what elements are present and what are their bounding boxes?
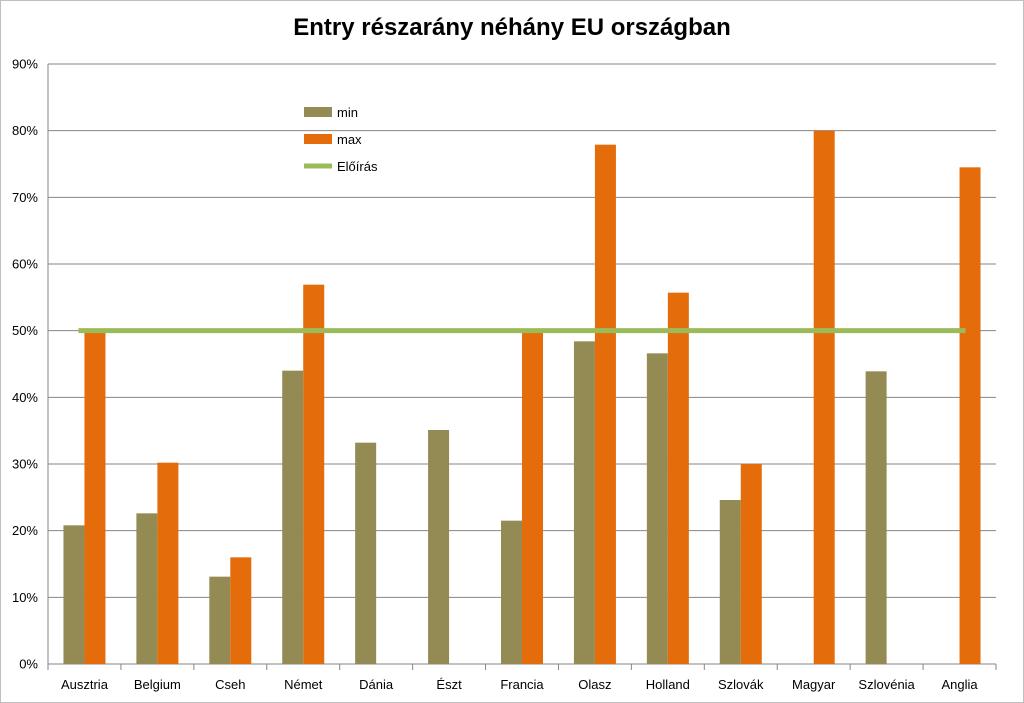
bar-min: [136, 513, 158, 664]
y-tick-label: 10%: [12, 590, 38, 605]
bar-max: [667, 292, 689, 664]
bar-min: [428, 430, 450, 664]
chart-title: Entry részarány néhány EU országban: [293, 14, 731, 41]
bar-min: [865, 371, 887, 664]
bar-max: [230, 557, 252, 664]
bar-max: [157, 462, 179, 664]
y-tick-label: 80%: [12, 123, 38, 138]
y-tick-label: 0%: [19, 657, 38, 672]
legend-label-min: min: [337, 105, 358, 120]
bar-min: [573, 341, 595, 664]
bar-min: [282, 370, 304, 664]
x-tick-label: Észt: [436, 677, 462, 692]
x-tick-label: Anglia: [941, 677, 978, 692]
x-tick-label: Belgium: [134, 677, 181, 692]
y-tick-label: 20%: [12, 523, 38, 538]
x-tick-label: Német: [284, 677, 323, 692]
bar-min: [63, 525, 85, 664]
y-tick-label: 50%: [12, 323, 38, 338]
x-tick-label: Cseh: [215, 677, 245, 692]
y-tick-label: 30%: [12, 457, 38, 472]
bar-max: [740, 464, 762, 664]
x-tick-label: Francia: [500, 677, 544, 692]
bar-max: [959, 167, 981, 665]
bar-max: [303, 284, 325, 664]
x-tick-label: Szlovénia: [858, 677, 915, 692]
bar-max: [84, 330, 106, 664]
x-tick-label: Dánia: [359, 677, 394, 692]
legend-label-max: max: [337, 132, 362, 147]
legend-label-reference: Előírás: [337, 159, 378, 174]
x-tick-label: Holland: [646, 677, 690, 692]
bar-max: [522, 330, 543, 664]
bar-min: [719, 500, 741, 664]
y-tick-label: 90%: [12, 57, 38, 72]
y-tick-label: 40%: [12, 390, 38, 405]
bar-min: [209, 576, 231, 664]
bar-min: [646, 353, 668, 664]
x-tick-label: Ausztria: [61, 677, 109, 692]
bar-min: [501, 520, 522, 664]
bar-max: [594, 144, 616, 664]
bar-max: [813, 130, 835, 664]
x-tick-label: Magyar: [792, 677, 836, 692]
bar-min: [355, 442, 377, 664]
x-tick-label: Olasz: [578, 677, 611, 692]
x-tick-label: Szlovák: [718, 677, 764, 692]
y-tick-label: 70%: [12, 190, 38, 205]
legend-swatch-max: [304, 134, 332, 144]
y-tick-label: 60%: [12, 257, 38, 272]
legend-swatch-min: [304, 107, 332, 117]
